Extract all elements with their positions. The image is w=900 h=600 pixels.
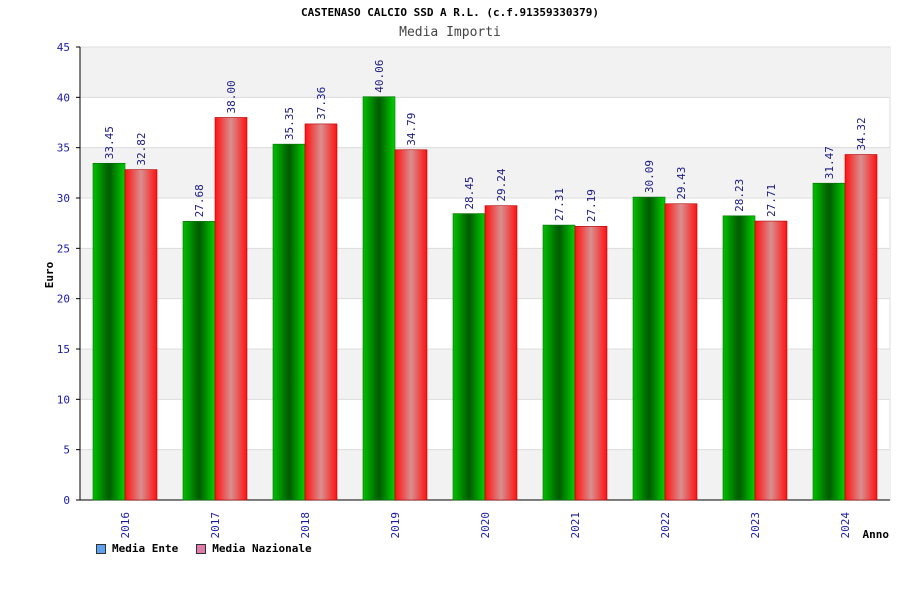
y-tick-label: 35 [57, 142, 70, 155]
x-tick-label: 2023 [749, 512, 762, 539]
data-label: 29.24 [495, 168, 508, 201]
bar-media-nazionale-2021 [574, 225, 608, 501]
y-tick-label: 10 [57, 393, 70, 406]
bar-media-nazionale-2020 [484, 205, 518, 501]
data-label: 34.79 [405, 113, 418, 146]
bar-media-ente-2023 [722, 215, 756, 501]
bar-media-ente-2018 [272, 143, 306, 501]
x-tick-label: 2019 [389, 512, 402, 539]
y-tick-label: 0 [63, 494, 70, 507]
bar-media-nazionale-2018 [304, 123, 338, 501]
bar-media-nazionale-2019 [394, 149, 428, 501]
bar-media-nazionale-2017 [214, 117, 248, 501]
legend-label-media-nazionale: Media Nazionale [212, 542, 312, 555]
data-label: 29.43 [675, 167, 688, 200]
data-label: 27.19 [585, 189, 598, 222]
bar-media-ente-2019 [362, 96, 396, 501]
bar-media-ente-2022 [632, 196, 666, 501]
chart-title: CASTENASO CALCIO SSD A R.L. (c.f.9135933… [300, 6, 599, 19]
data-label: 40.06 [373, 60, 386, 93]
data-label: 32.82 [135, 132, 148, 165]
bar-media-ente-2016 [92, 162, 126, 501]
legend-label-media-ente: Media Ente [112, 542, 179, 555]
x-tick-label: 2020 [479, 512, 492, 539]
bar-media-nazionale-2022 [664, 203, 698, 501]
x-tick-label: 2018 [299, 512, 312, 539]
data-label: 27.31 [553, 188, 566, 221]
legend-swatch-media-ente [96, 543, 106, 554]
x-tick-label: 2016 [119, 512, 132, 539]
y-tick-label: 30 [57, 192, 70, 205]
legend-item-media-ente: Media Ente [96, 542, 178, 555]
bar-media-nazionale-2023 [754, 220, 788, 501]
y-tick-label: 40 [57, 91, 70, 104]
data-label: 33.45 [103, 126, 116, 159]
bar-media-nazionale-2016 [124, 169, 158, 501]
x-tick-label: 2021 [569, 512, 582, 539]
y-axis-label: Euro [43, 261, 56, 288]
bar-media-nazionale-2024 [844, 154, 878, 501]
data-label: 27.71 [765, 184, 778, 217]
bar-media-ente-2024 [812, 182, 846, 501]
bar-media-ente-2021 [542, 224, 576, 501]
data-label: 28.23 [733, 179, 746, 212]
bar-media-ente-2020 [452, 213, 486, 501]
y-tick-label: 5 [63, 444, 70, 457]
y-tick-label: 45 [57, 41, 70, 54]
legend-item-media-nazionale: Media Nazionale [196, 542, 312, 555]
data-label: 34.32 [855, 117, 868, 150]
legend-swatch-media-nazionale [196, 543, 207, 554]
x-tick-label: 2017 [209, 512, 222, 539]
bar-media-ente-2017 [182, 221, 216, 501]
y-tick-label: 20 [57, 293, 70, 306]
data-label: 27.68 [193, 184, 206, 217]
data-label: 38.00 [225, 80, 238, 113]
data-label: 28.45 [463, 176, 476, 209]
x-tick-label: 2022 [659, 512, 672, 539]
grid-band [80, 47, 890, 98]
data-label: 30.09 [643, 160, 656, 193]
data-label: 37.36 [315, 87, 328, 120]
data-label: 35.35 [283, 107, 296, 140]
legend: Media Ente Media Nazionale [96, 542, 312, 555]
x-tick-label: 2024 [839, 512, 852, 539]
data-label: 31.47 [823, 146, 836, 179]
y-tick-label: 15 [57, 343, 70, 356]
y-tick-label: 25 [57, 242, 70, 255]
chart-subtitle: Media Importi [399, 25, 501, 40]
x-axis-label: Anno [863, 528, 890, 541]
